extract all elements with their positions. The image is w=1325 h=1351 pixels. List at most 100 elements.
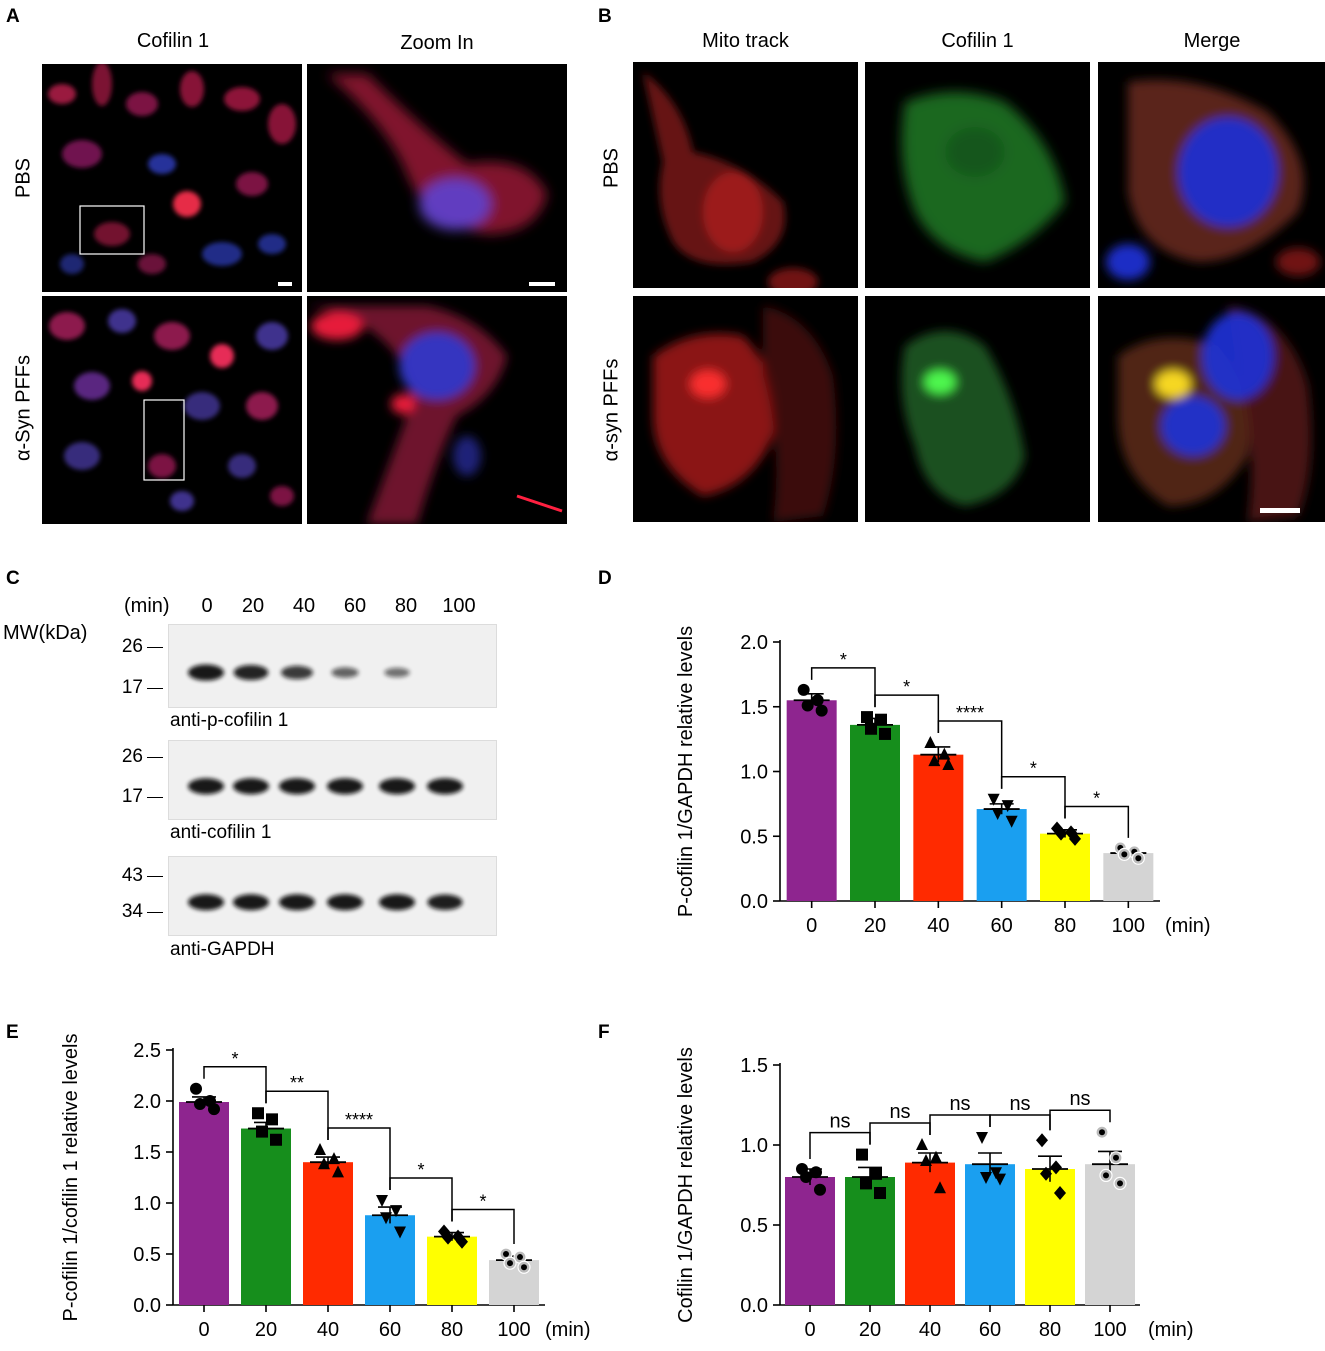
- bar: [427, 1236, 477, 1305]
- y-tick-label: 0.0: [740, 1295, 768, 1317]
- significance-label: *: [231, 1049, 238, 1069]
- x-tick-label: 80: [1054, 915, 1076, 937]
- bar: [241, 1128, 291, 1305]
- x-tick-label: 60: [991, 915, 1013, 937]
- significance-bracket: [203, 1066, 267, 1104]
- mw-tick: 26: [121, 746, 143, 767]
- micrograph-a-pbs-overview: [42, 64, 302, 292]
- data-point: [314, 1142, 326, 1155]
- data-point: [875, 713, 887, 726]
- chart-e: 0.0 0.5 1.0 1.5 2.0 2.5 P-cofilin 1/cofilin 1 …: [60, 1034, 591, 1341]
- panel-b-row-label-pbs: PBS: [600, 147, 623, 189]
- data-point: [815, 704, 828, 717]
- blot-band: [379, 894, 415, 911]
- lane-label: 60: [343, 595, 367, 617]
- y-tick-label: 1.5: [740, 697, 768, 719]
- data-point: [328, 1152, 340, 1165]
- data-point: [990, 1167, 1002, 1180]
- panel-b-row-label-pffs: α-syn PFFs: [600, 358, 623, 462]
- data-point: [438, 1224, 450, 1239]
- x-tick-label: 40: [927, 915, 949, 937]
- data-point: [442, 1230, 454, 1245]
- data-point: [814, 1183, 826, 1196]
- bar: [365, 1215, 415, 1305]
- significance-bracket: [265, 1090, 329, 1140]
- x-tick-label: 80: [1039, 1319, 1061, 1341]
- blot-band: [427, 894, 463, 910]
- blot-band: [331, 667, 359, 678]
- mw-tick: 17: [121, 677, 143, 698]
- y-tick-label: 2.5: [133, 1040, 161, 1062]
- panel-a-col-title-cofilin: Cofilin 1: [136, 30, 210, 52]
- bar: [785, 1177, 835, 1305]
- x-unit-label: (min): [1148, 1319, 1194, 1341]
- micrograph-b-pffs-merge: [1098, 296, 1325, 522]
- significance-bracket: [874, 694, 940, 734]
- data-point: [810, 1166, 822, 1179]
- significance-label: ****: [345, 1110, 373, 1130]
- bar: [1085, 1164, 1135, 1305]
- bar: [786, 700, 837, 901]
- x-tick-label: 40: [317, 1319, 339, 1341]
- data-point: [800, 1171, 812, 1183]
- data-point: [390, 1205, 402, 1218]
- mw-tick-line: [147, 912, 163, 913]
- micrograph-b-pbs-merge: [1098, 62, 1325, 288]
- bar: [976, 809, 1027, 901]
- panel-a-row-label-pbs: PBS: [12, 157, 35, 199]
- data-point: [394, 1226, 406, 1239]
- data-point: [503, 1251, 509, 1257]
- bar: [303, 1162, 353, 1305]
- significance-bracket: [1064, 805, 1130, 838]
- data-point: [270, 1133, 282, 1146]
- blot-label-gapdh: anti-GAPDH: [170, 939, 275, 960]
- blot-band: [188, 664, 224, 681]
- panel-c-mw-label: MW(kDa): [3, 622, 88, 644]
- lane-label: 0: [201, 595, 213, 617]
- y-tick-label: 0.5: [133, 1244, 161, 1266]
- y-tick-label: 2.0: [133, 1091, 161, 1113]
- bar: [965, 1164, 1015, 1305]
- data-point: [865, 722, 877, 735]
- data-point: [521, 1264, 527, 1271]
- data-point: [194, 1098, 206, 1111]
- data-point: [987, 793, 1000, 806]
- x-tick-label: 60: [979, 1319, 1001, 1341]
- blot-band: [281, 665, 313, 680]
- data-point: [452, 1229, 464, 1244]
- blot-band: [279, 778, 315, 795]
- data-point: [376, 1194, 388, 1207]
- blot-band: [233, 664, 269, 681]
- significance-bracket: [389, 1177, 453, 1222]
- mw-tick: 17: [121, 786, 143, 807]
- data-point: [942, 758, 955, 771]
- panel-letter-d: D: [598, 568, 612, 589]
- data-point: [1055, 826, 1067, 841]
- data-point: [252, 1107, 264, 1120]
- micrograph-b-pbs-cofilin: [865, 62, 1090, 288]
- significance-bracket: [937, 720, 1003, 789]
- blot-label-p-cofilin: anti-p-cofilin 1: [170, 710, 289, 731]
- micrograph-a-pffs-zoom: [307, 296, 567, 524]
- data-point: [517, 1254, 523, 1261]
- data-point: [938, 747, 951, 760]
- data-point: [994, 1173, 1006, 1186]
- y-tick-label: 1.0: [740, 1135, 768, 1157]
- blot-cofilin: [168, 740, 497, 820]
- significance-label: ns: [889, 1101, 910, 1123]
- bar: [179, 1102, 229, 1305]
- data-point: [860, 1177, 872, 1190]
- x-tick-label: 20: [859, 1319, 881, 1341]
- significance-label: ns: [1069, 1088, 1090, 1110]
- significance-label: *: [1030, 759, 1037, 779]
- significance-label: ****: [956, 703, 984, 723]
- panel-b-col-title-cofilin: Cofilin 1: [941, 30, 1014, 52]
- data-point: [332, 1165, 344, 1178]
- significance-label: *: [417, 1160, 424, 1180]
- lane-label: 80: [394, 595, 418, 617]
- mw-tick: 34: [121, 901, 143, 922]
- bar: [1025, 1169, 1075, 1305]
- x-tick-label: 100: [1093, 1319, 1126, 1341]
- significance-label: *: [1093, 788, 1100, 808]
- blot-band: [279, 894, 315, 911]
